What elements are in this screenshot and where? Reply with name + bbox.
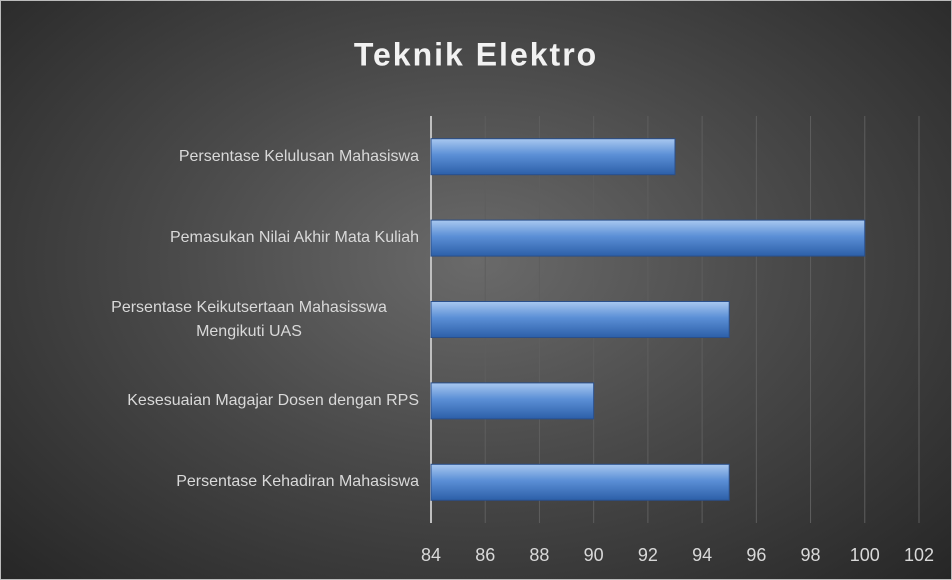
x-tick-label: 92: [638, 545, 658, 565]
y-tick-label-box: Persentase Keikutsertaan Mahasisswa Meng…: [1, 290, 419, 350]
bar: [430, 138, 676, 176]
x-tick-label: 100: [850, 545, 880, 565]
x-tick-label: 86: [475, 545, 495, 565]
bar: [430, 463, 730, 501]
bar: [430, 301, 730, 338]
y-tick-label: Kesesuaian Magajar Dosen dengan RPS: [127, 391, 419, 409]
x-tick-label: 96: [746, 545, 766, 565]
y-tick-label: Persentase Keikutsertaan Mahasisswa Meng…: [111, 298, 387, 340]
y-tick-label: Persentase Kelulusan Mahasiswa: [178, 147, 419, 165]
chart-title: Teknik Elektro: [354, 36, 598, 72]
bar: [430, 219, 866, 257]
y-tick-label-box: Persentase Kelulusan Mahasiswa: [1, 127, 419, 187]
y-tick-label-box: Pemasukan Nilai Akhir Mata Kuliah: [1, 208, 419, 268]
y-tick-label-box: Persentase Kehadiran Mahasiswa: [1, 452, 419, 512]
bar: [430, 382, 595, 420]
x-tick-label: 98: [801, 545, 821, 565]
x-tick-label: 102: [904, 545, 934, 565]
x-tick-label: 90: [584, 545, 604, 565]
x-tick-label: 88: [529, 545, 549, 565]
y-tick-label: Persentase Kehadiran Mahasiswa: [176, 473, 419, 491]
y-tick-label-box: Kesesuaian Magajar Dosen dengan RPS: [1, 371, 419, 431]
x-tick-label: 84: [421, 545, 441, 565]
x-tick-label: 94: [692, 545, 712, 565]
y-tick-label: Pemasukan Nilai Akhir Mata Kuliah: [169, 229, 419, 247]
